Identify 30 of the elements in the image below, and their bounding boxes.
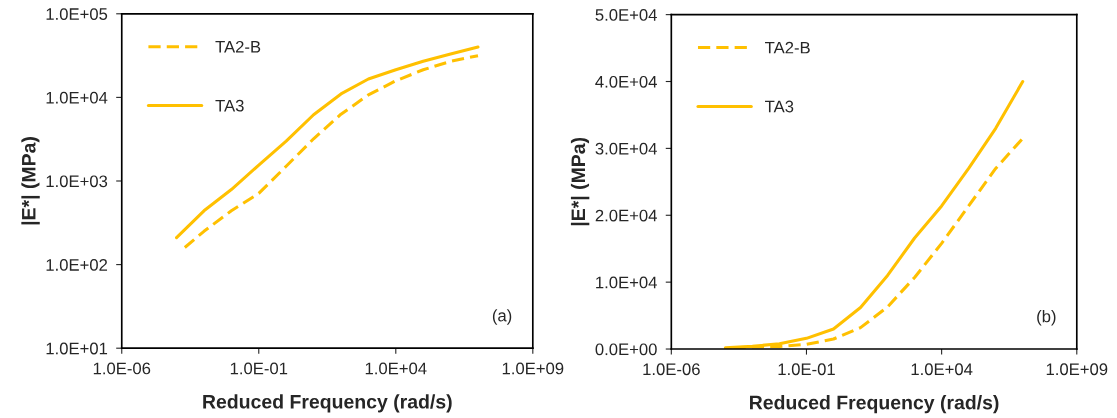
y-tick-label: 1.0E+01 (46, 342, 108, 355)
y-tick-label: 0.0E+00 (595, 343, 657, 356)
x-tick-label: 1.0E+04 (365, 362, 427, 375)
y-tick-label: 1.0E+05 (46, 8, 108, 20)
x-tick-label: 1.0E-06 (93, 362, 151, 375)
x-tick-label: 1.0E-01 (778, 363, 835, 376)
y-tick-label: 2.0E+04 (595, 209, 657, 222)
x-tick-label: 1.0E-01 (230, 362, 288, 375)
y-tick-label: 1.0E+04 (46, 91, 108, 104)
legend-label: TA2-B (215, 40, 261, 53)
y-axis-title: |E*| (MPa) (21, 137, 40, 225)
line-series (723, 79, 1025, 350)
x-tick-label: 1.0E-06 (643, 363, 700, 376)
y-tick-label: 3.0E+04 (595, 142, 657, 155)
y-axis-title: |E*| (MPa) (570, 137, 590, 226)
x-tick-label: 1.0E+09 (502, 362, 564, 375)
annotation: (b) (1037, 310, 1056, 326)
y-tick-label: 1.0E+02 (46, 259, 108, 271)
x-axis-title: Reduced Frequency (rad/s) (750, 395, 999, 414)
annotation: (a) (492, 309, 512, 325)
y-tick-label: 1.0E+04 (596, 276, 657, 289)
y-tick-label: 1.0E+03 (46, 175, 108, 188)
y-tick-label: 4.0E+04 (595, 75, 657, 88)
x-tick-label: 1.0E+04 (911, 363, 973, 376)
x-tick-label: 1.0E+09 (1046, 363, 1108, 376)
x-axis-title: Reduced Frequency (rad/s) (203, 394, 452, 413)
y-tick-label: 5.0E+04 (595, 9, 657, 21)
legend-label: TA2-B (765, 41, 810, 54)
legend-label: TA3 (215, 99, 244, 112)
legend-label: TA3 (765, 100, 794, 113)
